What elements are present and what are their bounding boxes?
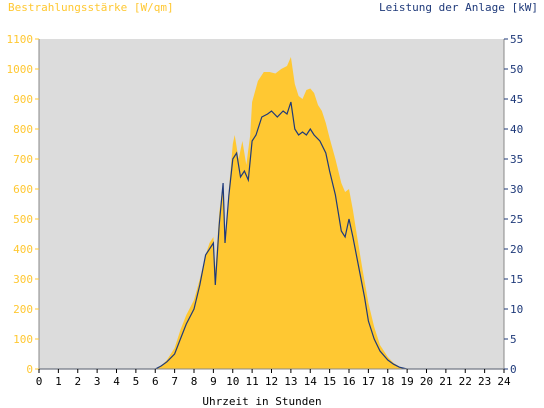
right-tick-label: 35 [510,153,523,166]
x-tick-label: 19 [401,375,414,388]
irradiance-area [39,57,504,369]
x-tick-label: 2 [74,375,81,388]
right-tick-label: 40 [510,123,523,136]
right-tick-label: 45 [510,93,523,106]
power-line [39,101,504,370]
x-tick-label: 15 [323,375,336,388]
x-tick-label: 12 [265,375,278,388]
right-tick-label: 55 [510,33,523,46]
x-tick-label: 1 [55,375,62,388]
x-tick-label: 23 [478,375,491,388]
left-tick-label: 500 [13,213,33,226]
left-tick-label: 1000 [7,63,34,76]
x-tick-label: 17 [362,375,375,388]
x-tick-label: 7 [171,375,178,388]
left-tick-label: 600 [13,183,33,196]
left-tick-label: 200 [13,303,33,316]
x-tick-label: 3 [94,375,101,388]
left-tick-label: 900 [13,93,33,106]
right-tick-label: 25 [510,213,523,226]
left-tick-label: 300 [13,273,33,286]
right-axis-title: Leistung der Anlage [kW] [379,1,538,14]
left-tick-label: 100 [13,333,33,346]
right-tick-label: 0 [510,363,517,376]
x-tick-label: 11 [246,375,259,388]
x-tick-label: 0 [36,375,43,388]
x-tick-label: 22 [459,375,472,388]
x-tick-label: 4 [113,375,120,388]
x-tick-label: 21 [439,375,452,388]
right-tick-label: 20 [510,243,523,256]
x-tick-label: 9 [210,375,217,388]
left-tick-label: 1100 [7,33,34,46]
right-tick-label: 5 [510,333,517,346]
x-tick-label: 6 [152,375,159,388]
x-tick-label: 13 [284,375,297,388]
right-tick-label: 10 [510,303,523,316]
x-tick-label: 20 [420,375,433,388]
x-tick-label: 5 [133,375,140,388]
x-tick-label: 14 [304,375,318,388]
left-tick-label: 700 [13,153,33,166]
left-tick-label: 800 [13,123,33,136]
x-axis-title: Uhrzeit in Stunden [202,395,321,408]
x-tick-label: 8 [191,375,198,388]
right-tick-label: 15 [510,273,523,286]
right-tick-label: 50 [510,63,523,76]
right-tick-label: 30 [510,183,523,196]
x-tick-label: 10 [226,375,239,388]
left-tick-label: 400 [13,243,33,256]
x-tick-label: 16 [342,375,355,388]
left-axis-title: Bestrahlungsstärke [W/qm] [8,1,174,14]
x-tick-label: 24 [497,375,511,388]
x-tick-label: 18 [381,375,394,388]
left-tick-label: 0 [26,363,33,376]
